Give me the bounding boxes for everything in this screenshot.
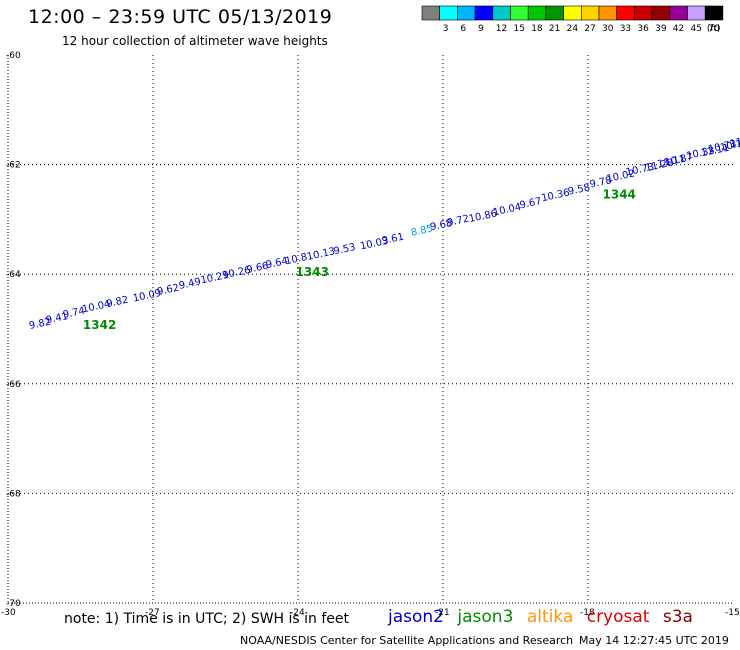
data-label: 9.49 <box>178 277 202 292</box>
scale-swatch <box>580 5 600 21</box>
x-tick-label: -30 <box>1 608 16 618</box>
data-label: 11.11 <box>739 132 740 149</box>
scale-label: 42 <box>673 24 684 34</box>
scale-label: 24 <box>567 24 579 34</box>
data-label: 9.62 <box>156 283 180 298</box>
y-tick-label: -70 <box>6 599 21 609</box>
data-label: 9.41 <box>45 311 69 326</box>
scale-swatch <box>421 5 441 21</box>
scale-swatch <box>634 5 653 21</box>
scale-label: 12 <box>496 24 507 34</box>
footer-timestamp: May 14 12:27:45 UTC 2019 <box>579 634 729 647</box>
legend-jason2: jason2 <box>388 607 444 627</box>
scale-unit: (ft) <box>707 24 721 34</box>
data-label: 10.8 <box>284 252 308 267</box>
legend-s3a: s3a <box>662 607 693 627</box>
scale-swatch <box>474 5 494 21</box>
data-label: 9.68 <box>429 218 453 233</box>
scale-swatch <box>651 5 671 21</box>
scale-label: 15 <box>514 24 525 34</box>
scale-swatch <box>457 5 476 21</box>
scale-label: 3 <box>443 24 449 34</box>
data-label: 9.66 <box>246 261 270 276</box>
scale-swatch <box>669 5 688 21</box>
scale-label: 9 <box>478 24 484 34</box>
y-tick-label: -60 <box>6 51 21 61</box>
data-label: 11.36 <box>729 133 740 150</box>
footer-note: note: 1) Time is in UTC; 2) SWH is in fe… <box>64 611 350 627</box>
scale-swatch <box>439 5 458 21</box>
scale-swatch <box>545 5 564 21</box>
satellite-legend: jason2 jason3 altika cryosat s3a <box>388 607 701 627</box>
scale-label: 21 <box>549 24 560 34</box>
data-label: 9.67 <box>519 196 543 211</box>
data-label: 9.82 <box>105 295 129 310</box>
scale-swatch <box>492 5 511 21</box>
orbit-label: 1342 <box>83 318 116 332</box>
data-label: 9.64 <box>265 256 289 271</box>
data-label-highlight: 8.85 <box>410 223 434 238</box>
x-tick-label: -24 <box>290 608 305 618</box>
scale-swatch <box>704 5 724 21</box>
scale-label: 18 <box>531 24 543 34</box>
data-label: 9.78 <box>589 175 613 190</box>
scale-label: 33 <box>620 24 631 34</box>
legend-jason3: jason3 <box>457 607 514 627</box>
y-tick-label: -64 <box>6 270 21 280</box>
scale-label: 36 <box>637 24 649 34</box>
legend-cryosat: cryosat <box>586 607 650 627</box>
scale-swatch <box>527 5 547 21</box>
data-label: 9.82 <box>28 317 52 332</box>
x-tick-label: -15 <box>725 608 740 618</box>
chart-title: 12:00 – 23:59 UTC 05/13/2019 <box>28 6 333 28</box>
data-label: 9.53 <box>333 242 357 257</box>
orbit-label: 1343 <box>296 265 329 279</box>
scale-swatch <box>510 5 529 21</box>
orbit-label: 1344 <box>603 188 636 202</box>
data-label: 9.74 <box>62 306 86 321</box>
chart-subtitle: 12 hour collection of altimeter wave hei… <box>62 34 328 48</box>
y-tick-label: -68 <box>6 489 21 499</box>
scale-label: 27 <box>584 24 595 34</box>
scale-swatch <box>616 5 635 21</box>
data-label: 10.04 <box>492 202 522 219</box>
scale-label: 39 <box>655 24 667 34</box>
legend-altika: altika <box>526 607 574 627</box>
scale-label: 45 <box>691 24 702 34</box>
footer-credit: NOAA/NESDIS Center for Satellite Applica… <box>240 634 574 647</box>
y-tick-label: -62 <box>6 161 21 171</box>
data-label: 10.11 <box>719 137 740 154</box>
scale-label: 30 <box>602 24 614 34</box>
x-tick-label: -27 <box>145 608 160 618</box>
scale-swatch <box>563 5 582 21</box>
scale-swatch <box>598 5 618 21</box>
y-tick-label: -66 <box>6 380 21 390</box>
scale-label: 70 <box>708 24 720 34</box>
x-tick-label: -18 <box>580 608 595 618</box>
data-label: 9.61 <box>381 232 405 247</box>
data-label: 9.58 <box>567 182 591 197</box>
scale-swatch <box>687 5 706 21</box>
data-label: 10.13 <box>306 246 336 263</box>
x-tick-label: -21 <box>435 608 450 618</box>
scale-label: 6 <box>460 24 466 34</box>
data-label: 10.36 <box>540 188 570 205</box>
data-label: 9.72 <box>446 214 470 229</box>
